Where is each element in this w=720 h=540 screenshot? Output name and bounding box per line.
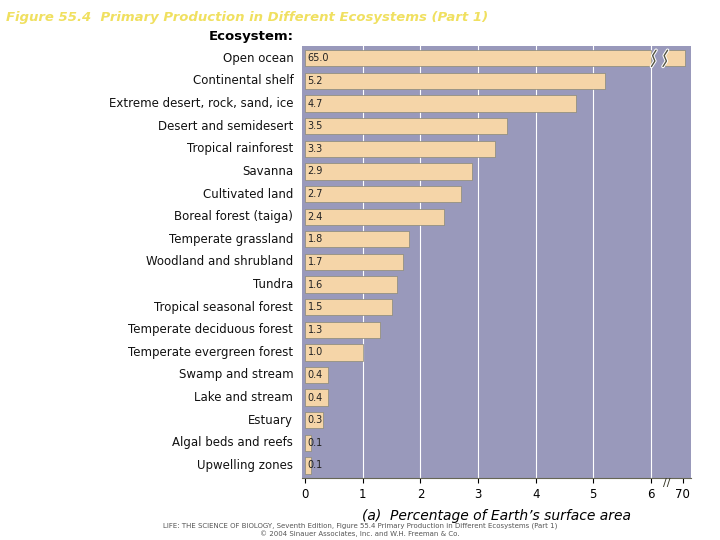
Text: Estuary: Estuary <box>248 414 293 427</box>
Text: 3.5: 3.5 <box>307 121 323 131</box>
Text: Savanna: Savanna <box>242 165 293 178</box>
Bar <box>305 435 311 451</box>
Text: Boreal forest (taiga): Boreal forest (taiga) <box>174 210 293 223</box>
Bar <box>305 254 403 270</box>
Text: Temperate evergreen forest: Temperate evergreen forest <box>128 346 293 359</box>
Text: 2.7: 2.7 <box>307 189 323 199</box>
Bar <box>305 186 461 202</box>
Bar <box>305 457 311 474</box>
Text: 2.4: 2.4 <box>307 212 323 221</box>
Text: Figure 55.4  Primary Production in Different Ecosystems (Part 1): Figure 55.4 Primary Production in Differ… <box>6 11 488 24</box>
Bar <box>305 276 397 293</box>
Text: 1.8: 1.8 <box>307 234 323 244</box>
Bar <box>305 50 651 66</box>
Bar <box>305 367 328 383</box>
Text: 0.1: 0.1 <box>307 461 323 470</box>
Text: 0.1: 0.1 <box>307 438 323 448</box>
Text: Woodland and shrubland: Woodland and shrubland <box>146 255 293 268</box>
Text: Temperate deciduous forest: Temperate deciduous forest <box>128 323 293 336</box>
Bar <box>305 299 392 315</box>
Bar <box>305 322 380 338</box>
Text: 2.9: 2.9 <box>307 166 323 177</box>
Bar <box>305 163 472 180</box>
Text: 1.0: 1.0 <box>307 347 323 357</box>
Text: 1.5: 1.5 <box>307 302 323 312</box>
Bar <box>305 389 328 406</box>
Text: Continental shelf: Continental shelf <box>192 75 293 87</box>
Bar <box>305 344 363 361</box>
Bar <box>305 96 576 112</box>
Text: //: // <box>662 478 670 488</box>
Text: LIFE: THE SCIENCE OF BIOLOGY, Seventh Edition, Figure 55.4 Primary Production in: LIFE: THE SCIENCE OF BIOLOGY, Seventh Ed… <box>163 523 557 537</box>
Bar <box>305 231 409 247</box>
Bar <box>305 140 495 157</box>
Text: 3.3: 3.3 <box>307 144 323 154</box>
Text: Lake and stream: Lake and stream <box>194 391 293 404</box>
X-axis label: (a)  Percentage of Earth’s surface area: (a) Percentage of Earth’s surface area <box>362 509 631 523</box>
Text: 0.3: 0.3 <box>307 415 323 425</box>
Text: Temperate grassland: Temperate grassland <box>169 233 293 246</box>
Text: Tropical rainforest: Tropical rainforest <box>187 143 293 156</box>
Text: 4.7: 4.7 <box>307 99 323 109</box>
Text: Algal beds and reefs: Algal beds and reefs <box>173 436 293 449</box>
Bar <box>305 412 323 428</box>
Text: Swamp and stream: Swamp and stream <box>179 368 293 381</box>
Text: Upwelling zones: Upwelling zones <box>197 459 293 472</box>
Text: Tundra: Tundra <box>253 278 293 291</box>
Text: 1.7: 1.7 <box>307 257 323 267</box>
Text: 1.3: 1.3 <box>307 325 323 335</box>
Bar <box>665 50 685 66</box>
Bar <box>305 208 444 225</box>
Text: Desert and semidesert: Desert and semidesert <box>158 120 293 133</box>
Text: 65.0: 65.0 <box>307 53 329 63</box>
Bar <box>305 118 507 134</box>
Text: 0.4: 0.4 <box>307 393 323 403</box>
Text: 5.2: 5.2 <box>307 76 323 86</box>
Bar <box>305 73 605 89</box>
Text: Cultivated land: Cultivated land <box>203 187 293 200</box>
Text: 0.4: 0.4 <box>307 370 323 380</box>
Text: Tropical seasonal forest: Tropical seasonal forest <box>155 301 293 314</box>
Text: 1.6: 1.6 <box>307 280 323 289</box>
Text: Extreme desert, rock, sand, ice: Extreme desert, rock, sand, ice <box>109 97 293 110</box>
Text: Ecosystem:: Ecosystem: <box>208 30 293 43</box>
Text: Open ocean: Open ocean <box>222 52 293 65</box>
